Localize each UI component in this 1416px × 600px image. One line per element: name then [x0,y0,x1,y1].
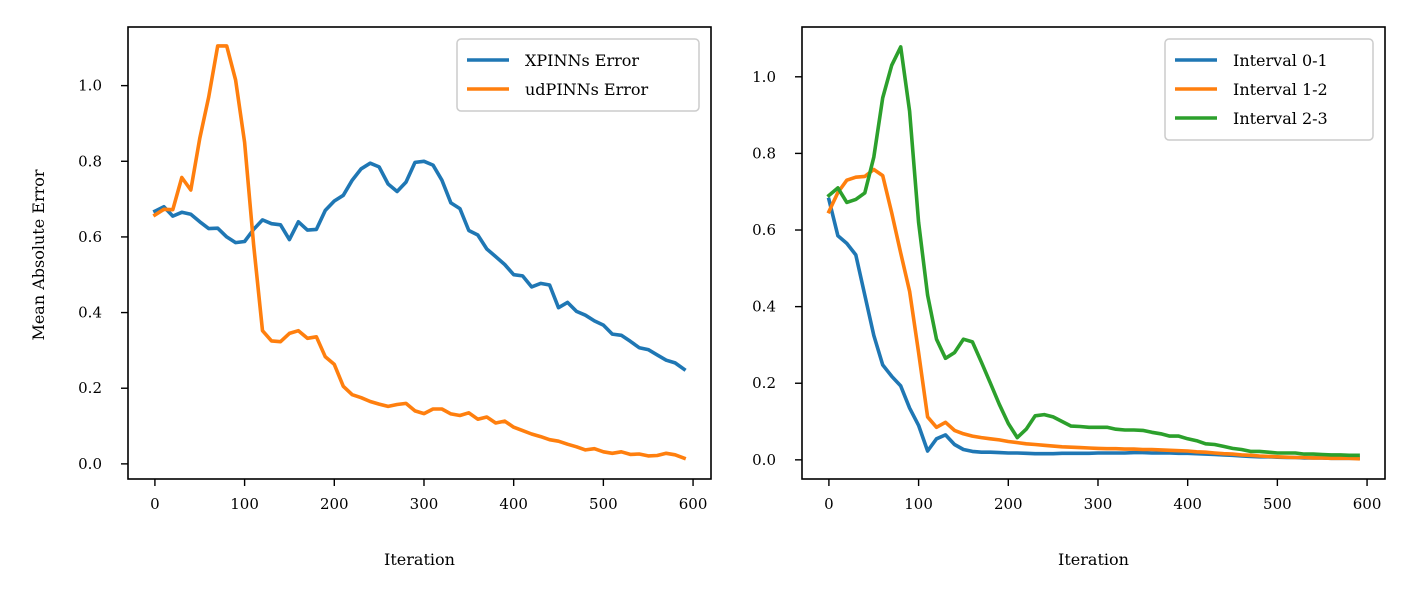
y-tick-label: 0.6 [78,228,102,246]
legend-box [1164,38,1374,141]
x-tick-label: 400 [1173,495,1202,513]
y-axis-label: Mean Absolute Error [29,169,48,340]
x-tick-label: 200 [320,495,349,513]
x-axis-label: Iteration [384,550,455,569]
x-tick-label: 100 [230,495,259,513]
y-tick-label: 0.6 [752,221,776,239]
y-tick-label: 0.0 [752,451,776,469]
legend-label: Interval 2-3 [1233,109,1328,128]
x-tick-label: 300 [410,495,439,513]
x-tick-label: 600 [1353,495,1382,513]
plot-frame [801,26,1386,480]
x-tick-label: 100 [904,495,933,513]
chart-left: 0 100 200 300 400 500 600 0.0 0.2 0.4 0.6 0.8 1.0 Ite… [29,26,712,569]
plot-frame [127,26,712,480]
x-tick-label: 400 [499,495,528,513]
legend-label: Interval 0-1 [1233,51,1328,70]
series-line-2 [826,45,1360,458]
x-tick-label: 500 [1263,495,1292,513]
y-tick-label: 0.0 [78,455,102,473]
y-tick-label: 0.8 [78,152,102,170]
x-tick-label: 500 [589,495,618,513]
x-tick-label: 300 [1084,495,1113,513]
x-axis-label: Iteration [1058,550,1129,569]
x-tick-label: 0 [824,495,834,513]
y-tick-label: 0.8 [752,144,776,162]
series-line-0 [826,197,1360,461]
legend: Interval 0-1 Interval 1-2 Interval 2-3 [1164,38,1374,141]
x-tick-label: 0 [150,495,160,513]
y-tick-label: 0.4 [752,298,776,316]
x-tick-label: 200 [994,495,1023,513]
series-line-1 [826,167,1360,461]
series-line-0 [152,159,687,372]
chart-right: 0 100 200 300 400 500 600 0.0 0.2 0.4 0.6 0.8 1.0 Ite… [752,26,1386,569]
legend-label: Interval 1-2 [1233,80,1328,99]
legend-box [456,38,700,112]
y-tick-label: 1.0 [78,77,102,95]
series-line-1 [152,44,687,461]
legend: XPINNs Error udPINNs Error [456,38,700,112]
x-tick-label: 600 [679,495,708,513]
y-tick-label: 0.2 [752,374,776,392]
legend-label: udPINNs Error [525,80,649,99]
y-tick-label: 1.0 [752,68,776,86]
y-tick-label: 0.4 [78,304,102,322]
legend-label: XPINNs Error [525,51,639,70]
y-tick-label: 0.2 [78,379,102,397]
